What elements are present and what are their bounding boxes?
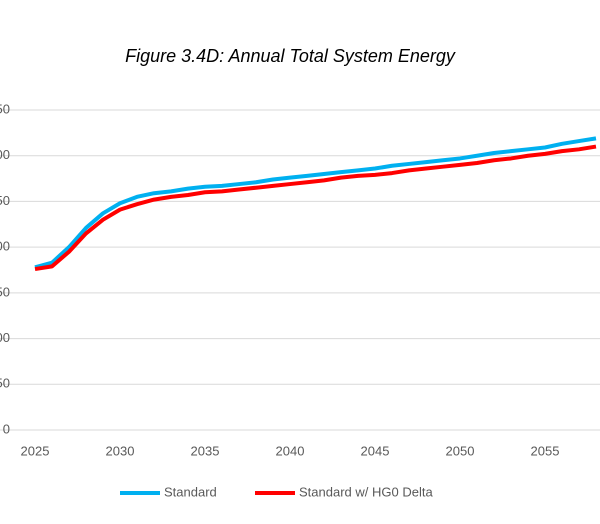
series-line (34, 136, 597, 270)
y-tick-label: 250 (0, 193, 10, 208)
chart-title: Figure 3.4D: Annual Total System Energy (125, 46, 456, 66)
y-tick-label: 100 (0, 330, 10, 345)
y-tick-label: 0 (3, 421, 10, 436)
y-tick-label: 50 (0, 376, 10, 391)
x-tick-label: 2050 (446, 443, 475, 458)
y-tick-label: 200 (0, 239, 10, 254)
y-tick-label: 150 (0, 284, 10, 299)
x-tick-label: 2030 (106, 443, 135, 458)
x-tick-label: 2055 (531, 443, 560, 458)
x-tick-label: 2040 (276, 443, 305, 458)
y-tick-label: 300 (0, 147, 10, 162)
x-tick-label: 2045 (361, 443, 390, 458)
series-line (34, 144, 597, 272)
x-tick-label: 2025 (21, 443, 50, 458)
x-tick-label: 2035 (191, 443, 220, 458)
legend-label: Standard (164, 484, 217, 499)
y-tick-label: 350 (0, 101, 10, 116)
legend-label: Standard w/ HG0 Delta (299, 484, 433, 499)
